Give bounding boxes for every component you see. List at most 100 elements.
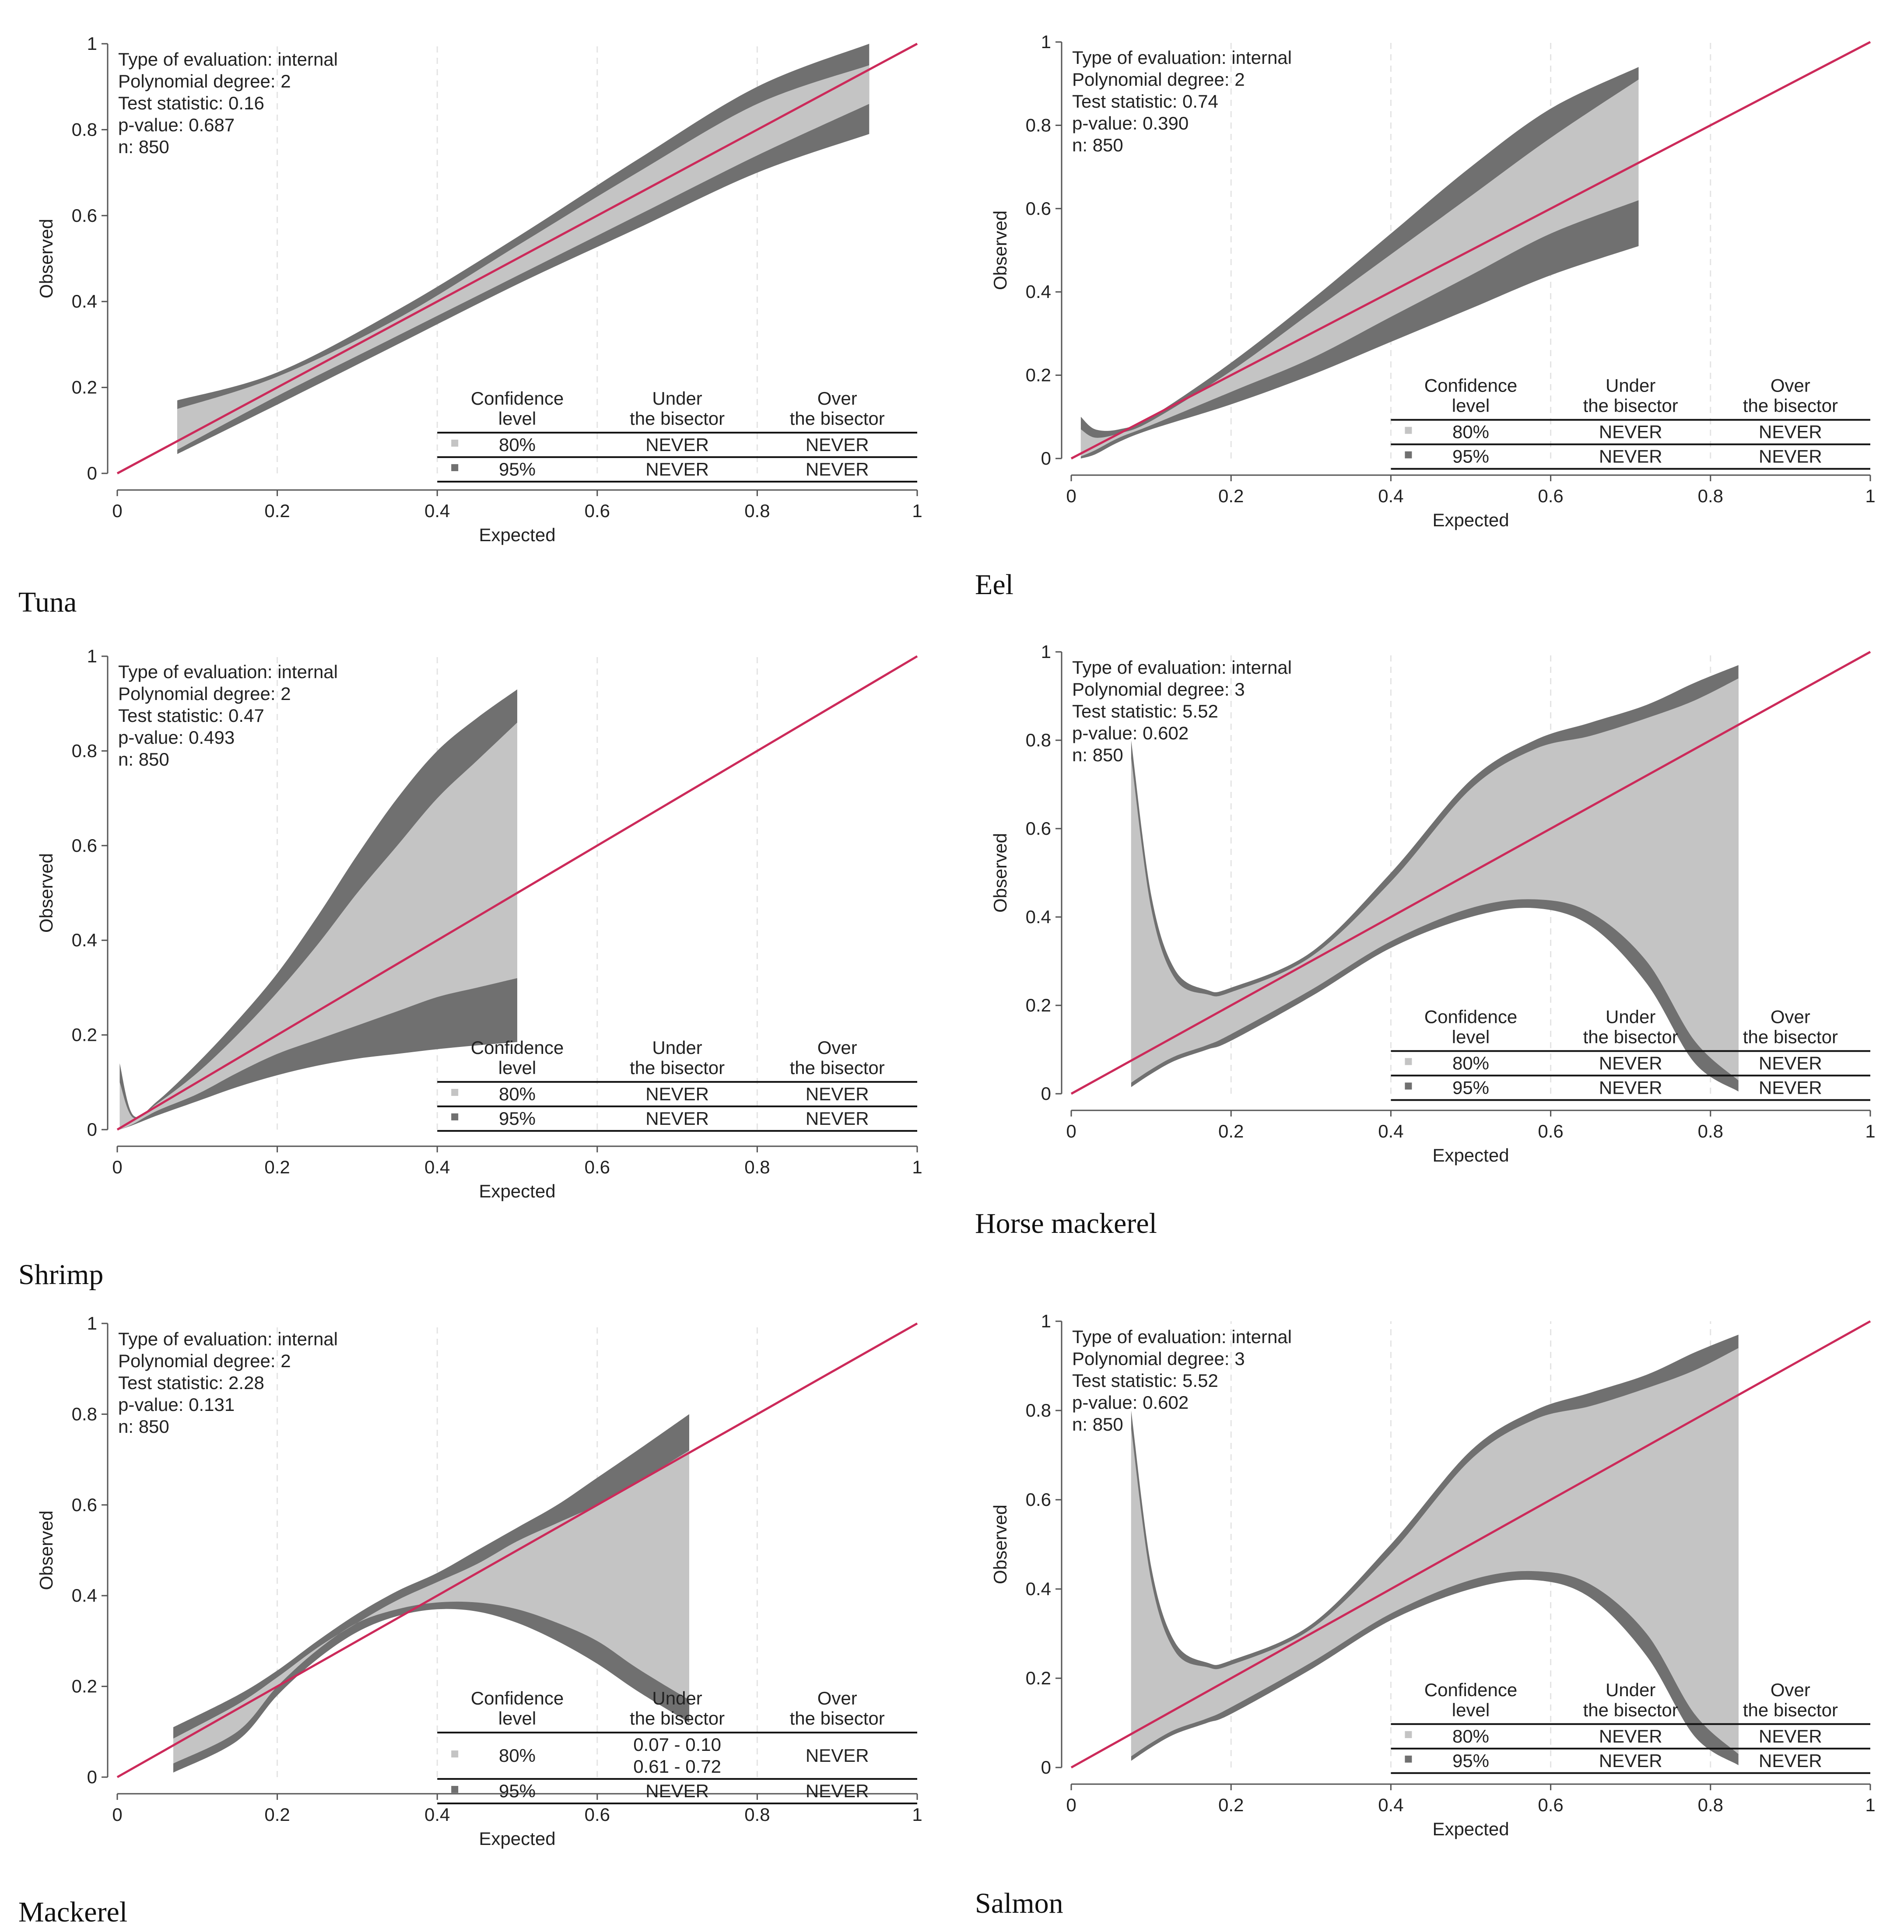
legend-level: 80% (499, 1745, 536, 1766)
y-axis-title: Observed (990, 1505, 1010, 1584)
legend-under: NEVER (1599, 446, 1662, 467)
y-tick-label: 0.4 (1026, 906, 1051, 927)
legend-swatch-95 (451, 1786, 459, 1793)
x-tick-label: 0.6 (1538, 486, 1563, 506)
stats-line: p-value: 0.493 (118, 727, 235, 748)
band-95 (1080, 67, 1639, 459)
stats-line: Polynomial degree: 2 (118, 683, 291, 704)
panel-caption: Mackerel (18, 1896, 127, 1928)
y-tick-label: 0.8 (72, 119, 97, 140)
legend-over: NEVER (806, 1781, 869, 1801)
x-tick-label: 0.8 (1698, 1121, 1723, 1141)
legend-level: 95% (499, 1108, 536, 1129)
y-tick-label: 1 (1041, 32, 1051, 52)
y-tick-label: 0 (1041, 1083, 1051, 1104)
y-tick-label: 0.4 (1026, 1578, 1051, 1599)
legend-header: Confidence level (471, 388, 564, 429)
y-tick-label: 0.2 (1026, 365, 1051, 385)
y-tick-label: 1 (1041, 641, 1051, 662)
x-tick-label: 0.4 (424, 1157, 450, 1177)
x-tick-label: 0 (112, 1157, 122, 1177)
band-80 (1131, 1348, 1739, 1757)
x-tick-label: 0.4 (1378, 486, 1403, 506)
x-axis-title: Expected (479, 525, 555, 545)
legend-level: 95% (1452, 446, 1489, 467)
y-tick-label: 0.6 (72, 1494, 97, 1515)
panel-caption: Eel (975, 569, 1013, 601)
x-tick-label: 0.2 (264, 1157, 290, 1177)
stats-line: n: 850 (1072, 135, 1123, 155)
y-tick-label: 0.2 (1026, 1668, 1051, 1688)
y-tick-label: 0.4 (72, 930, 97, 950)
legend-header: Confidence level (1424, 375, 1517, 416)
legend-table: Confidence level Under the bisector Over the … (437, 388, 917, 483)
legend-header: Under the bisector (1583, 375, 1678, 416)
chart-panel-shrimp: 0 0.2 0.4 0.6 0.8 1 0 0.2 0.4 0.6 0.8 1 Expected Obse… (36, 646, 922, 1201)
y-tick-label: 1 (87, 1313, 97, 1334)
x-tick-label: 0.8 (1698, 486, 1723, 506)
stats-line: Type of evaluation: internal (1072, 47, 1292, 68)
legend-level: 95% (1452, 1750, 1489, 1771)
stats-line: Polynomial degree: 3 (1072, 679, 1245, 700)
legend-level: 95% (499, 459, 536, 480)
bisector-line (116, 655, 918, 1131)
y-tick-label: 0.2 (1026, 995, 1051, 1015)
band-95 (119, 689, 517, 1130)
stats-line: Type of evaluation: internal (1072, 657, 1292, 678)
y-tick-label: 0.2 (72, 377, 97, 398)
stats-line: Type of evaluation: internal (118, 662, 338, 682)
x-tick-label: 0.8 (744, 1157, 770, 1177)
band-80 (1131, 678, 1739, 1083)
stats-line: n: 850 (118, 136, 169, 157)
legend-swatch-95 (1405, 1755, 1412, 1763)
legend-under: NEVER (1599, 1077, 1662, 1098)
legend-swatch-80 (1405, 1731, 1412, 1738)
legend-under: NEVER (645, 1084, 709, 1104)
y-tick-label: 0.6 (1026, 198, 1051, 219)
x-tick-label: 0.4 (424, 1804, 450, 1825)
y-tick-label: 1 (87, 33, 97, 54)
legend-level: 95% (1452, 1077, 1489, 1098)
y-tick-label: 0.6 (72, 835, 97, 856)
x-tick-label: 0 (112, 1804, 122, 1825)
y-tick-label: 0.6 (1026, 1489, 1051, 1510)
stats-line: Test statistic: 0.16 (118, 93, 264, 113)
bisector-line (1070, 41, 1871, 460)
x-tick-label: 0.2 (1218, 486, 1244, 506)
legend-under: NEVER (1599, 422, 1662, 442)
x-axis-title: Expected (1432, 1819, 1509, 1839)
legend-under: 0.07 - 0.10 (633, 1734, 721, 1755)
band-80 (1080, 79, 1639, 457)
stats-line: Test statistic: 5.52 (1072, 701, 1218, 721)
y-tick-label: 0.4 (1026, 281, 1051, 302)
legend-header: Under the bisector (630, 1688, 725, 1729)
y-tick-label: 0.4 (72, 1585, 97, 1606)
stats-line: Test statistic: 0.47 (118, 705, 264, 726)
legend-level: 80% (1452, 1053, 1489, 1073)
y-tick-label: 0 (87, 1767, 97, 1787)
legend-level: 80% (499, 434, 536, 455)
legend-swatch-80 (1405, 427, 1412, 434)
legend-swatch-95 (1405, 451, 1412, 458)
y-axis-title: Observed (36, 853, 56, 933)
y-axis-title: Observed (36, 1510, 56, 1590)
stats-line: Polynomial degree: 2 (1072, 69, 1245, 90)
bisector-line (116, 42, 918, 475)
stats-line: p-value: 0.602 (1072, 723, 1189, 743)
legend-table: Confidence level Under the bisector Over the … (1391, 375, 1870, 470)
stats-line: p-value: 0.602 (1072, 1392, 1189, 1413)
legend-swatch-95 (451, 464, 459, 471)
x-axis-title: Expected (479, 1828, 555, 1849)
legend-header: Over the bisector (1743, 375, 1838, 416)
x-tick-label: 1 (1865, 486, 1875, 506)
stats-line: Test statistic: 2.28 (118, 1372, 264, 1393)
x-tick-label: 1 (912, 1804, 922, 1825)
legend-header: Under the bisector (630, 1037, 725, 1078)
stats-line: Test statistic: 0.74 (1072, 91, 1218, 112)
x-tick-label: 0.6 (585, 500, 610, 521)
x-tick-label: 1 (912, 500, 922, 521)
legend-swatch-80 (1405, 1058, 1412, 1065)
stats-line: p-value: 0.390 (1072, 113, 1189, 133)
stats-line: n: 850 (118, 1416, 169, 1437)
stats-line: Polynomial degree: 2 (118, 1351, 291, 1371)
